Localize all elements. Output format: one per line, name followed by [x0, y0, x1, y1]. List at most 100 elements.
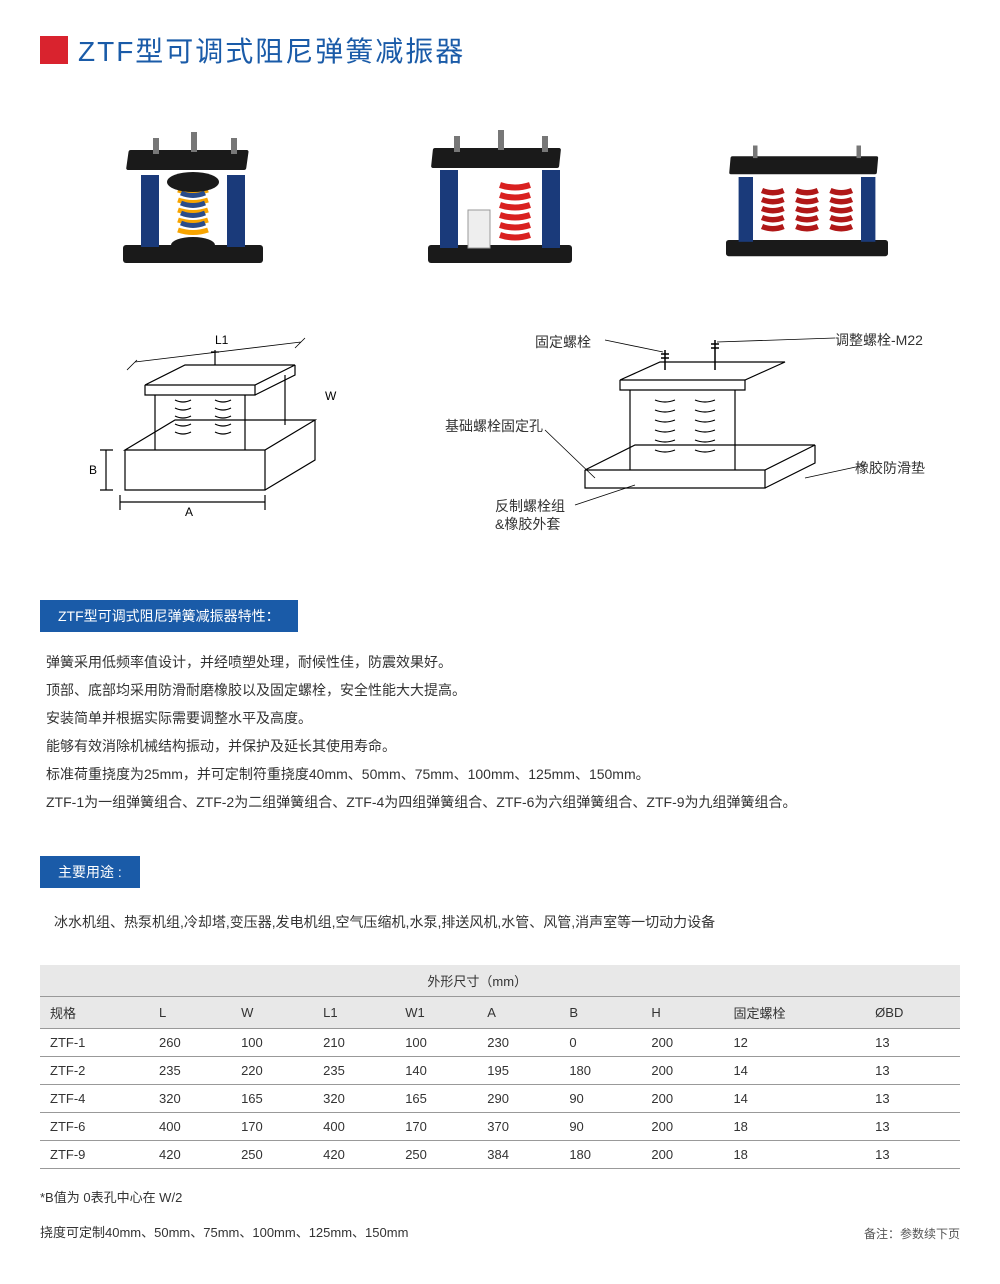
- table-cell: 320: [313, 1085, 395, 1113]
- feature-line: 安装简单并根据实际需要调整水平及高度。: [46, 704, 960, 732]
- product-photo-2: [390, 110, 610, 280]
- table-cell: 200: [641, 1029, 723, 1057]
- table-group-header-row: 外形尺寸（mm）: [40, 965, 960, 997]
- table-cell: 165: [395, 1085, 477, 1113]
- dim-B: B: [89, 463, 97, 477]
- dim-L1: L1: [215, 333, 229, 347]
- diagram-dimensions: A B L1 W: [65, 330, 385, 530]
- features-list: 弹簧采用低频率值设计，并经喷塑处理，耐候性佳，防震效果好。顶部、底部均采用防滑耐…: [46, 648, 960, 816]
- table-col-header: 固定螺栓: [723, 997, 865, 1029]
- table-col-header: B: [559, 997, 641, 1029]
- feature-line: ZTF-1为一组弹簧组合、ZTF-2为二组弹簧组合、ZTF-4为四组弹簧组合、Z…: [46, 788, 960, 816]
- table-cell: 180: [559, 1057, 641, 1085]
- table-cell: 13: [865, 1057, 960, 1085]
- product-photo-3: [697, 110, 917, 280]
- label-base-hole: 基础螺栓固定孔: [445, 416, 543, 436]
- label-rubber-pad: 橡胶防滑垫: [855, 458, 925, 478]
- label-adjust-bolt: 调整螺栓-M22: [835, 330, 923, 350]
- footnote-b: *B值为 0表孔中心在 W/2: [40, 1187, 960, 1206]
- dim-A: A: [185, 505, 193, 519]
- table-cell: 180: [559, 1141, 641, 1169]
- usage-text: 冰水机组、热泵机组,冷却塔,变压器,发电机组,空气压缩机,水泵,排送风机,水管、…: [54, 910, 960, 935]
- dim-W: W: [325, 389, 337, 403]
- table-cell: 235: [313, 1057, 395, 1085]
- table-cell: 320: [149, 1085, 231, 1113]
- table-row: ZTF-126010021010023002001213: [40, 1029, 960, 1057]
- table-cell: 250: [395, 1141, 477, 1169]
- section-usage-heading: 主要用途 :: [40, 856, 140, 888]
- table-cell: 13: [865, 1029, 960, 1057]
- table-row: ZTF-6400170400170370902001813: [40, 1113, 960, 1141]
- table-cell: 220: [231, 1057, 313, 1085]
- table-cell: 260: [149, 1029, 231, 1057]
- table-cell: 18: [723, 1113, 865, 1141]
- table-col-header: L1: [313, 997, 395, 1029]
- table-col-header: ØBD: [865, 997, 960, 1029]
- table-cell: 400: [313, 1113, 395, 1141]
- table-cell: 12: [723, 1029, 865, 1057]
- table-cell: ZTF-1: [40, 1029, 149, 1057]
- table-header-row: 规格LWL1W1ABH固定螺栓ØBD: [40, 997, 960, 1029]
- table-cell: 290: [477, 1085, 559, 1113]
- table-cell: 90: [559, 1085, 641, 1113]
- table-col-header: A: [477, 997, 559, 1029]
- table-cell: 200: [641, 1113, 723, 1141]
- table-cell: 0: [559, 1029, 641, 1057]
- table-cell: 400: [149, 1113, 231, 1141]
- table-cell: 165: [231, 1085, 313, 1113]
- table-cell: 235: [149, 1057, 231, 1085]
- table-cell: 420: [313, 1141, 395, 1169]
- page-title-row: ZTF型可调式阻尼弹簧减振器: [40, 30, 960, 70]
- table-cell: 200: [641, 1141, 723, 1169]
- table-cell: 100: [231, 1029, 313, 1057]
- spec-table: 外形尺寸（mm） 规格LWL1W1ABH固定螺栓ØBD ZTF-12601002…: [40, 965, 960, 1169]
- table-cell: 100: [395, 1029, 477, 1057]
- product-photos: [40, 110, 960, 280]
- tech-diagrams: A B L1 W: [40, 330, 960, 530]
- group-header: 外形尺寸（mm）: [313, 965, 641, 997]
- label-counter-bolt: 反制螺栓组: [495, 496, 565, 516]
- section-features-heading: ZTF型可调式阻尼弹簧减振器特性：: [40, 600, 298, 632]
- table-row: ZTF-94202504202503841802001813: [40, 1141, 960, 1169]
- table-row: ZTF-4320165320165290902001413: [40, 1085, 960, 1113]
- table-cell: ZTF-4: [40, 1085, 149, 1113]
- table-cell: 170: [231, 1113, 313, 1141]
- table-cell: 13: [865, 1141, 960, 1169]
- title-bullet: [40, 36, 68, 64]
- table-cell: 90: [559, 1113, 641, 1141]
- page-title: ZTF型可调式阻尼弹簧减振器: [78, 30, 465, 70]
- table-cell: 420: [149, 1141, 231, 1169]
- table-col-header: H: [641, 997, 723, 1029]
- table-cell: 18: [723, 1141, 865, 1169]
- table-col-header: 规格: [40, 997, 149, 1029]
- table-col-header: L: [149, 997, 231, 1029]
- table-cell: 230: [477, 1029, 559, 1057]
- table-cell: ZTF-9: [40, 1141, 149, 1169]
- table-cell: 14: [723, 1085, 865, 1113]
- table-cell: 370: [477, 1113, 559, 1141]
- diagram-annotated: 固定螺栓 调整螺栓-M22 基础螺栓固定孔 橡胶防滑垫 反制螺栓组 &橡胶外套: [435, 330, 935, 530]
- label-fixed-bolt: 固定螺栓: [535, 332, 591, 352]
- table-cell: 13: [865, 1085, 960, 1113]
- feature-line: 弹簧采用低频率值设计，并经喷塑处理，耐候性佳，防震效果好。: [46, 648, 960, 676]
- product-photo-1: [83, 110, 303, 280]
- feature-line: 能够有效消除机械结构振动，并保护及延长其使用寿命。: [46, 732, 960, 760]
- table-cell: ZTF-6: [40, 1113, 149, 1141]
- table-col-header: W: [231, 997, 313, 1029]
- table-cell: 384: [477, 1141, 559, 1169]
- table-cell: 170: [395, 1113, 477, 1141]
- label-rubber-sleeve: &橡胶外套: [495, 514, 560, 534]
- table-cell: 200: [641, 1057, 723, 1085]
- table-cell: 210: [313, 1029, 395, 1057]
- table-row: ZTF-22352202351401951802001413: [40, 1057, 960, 1085]
- table-cell: 14: [723, 1057, 865, 1085]
- remark-text: 备注：参数续下页: [864, 1225, 960, 1242]
- table-cell: ZTF-2: [40, 1057, 149, 1085]
- table-cell: 200: [641, 1085, 723, 1113]
- table-cell: 140: [395, 1057, 477, 1085]
- feature-line: 标准荷重挠度为25mm，并可定制符重挠度40mm、50mm、75mm、100mm…: [46, 760, 960, 788]
- table-cell: 250: [231, 1141, 313, 1169]
- feature-line: 顶部、底部均采用防滑耐磨橡胶以及固定螺栓，安全性能大大提高。: [46, 676, 960, 704]
- table-cell: 13: [865, 1113, 960, 1141]
- table-cell: 195: [477, 1057, 559, 1085]
